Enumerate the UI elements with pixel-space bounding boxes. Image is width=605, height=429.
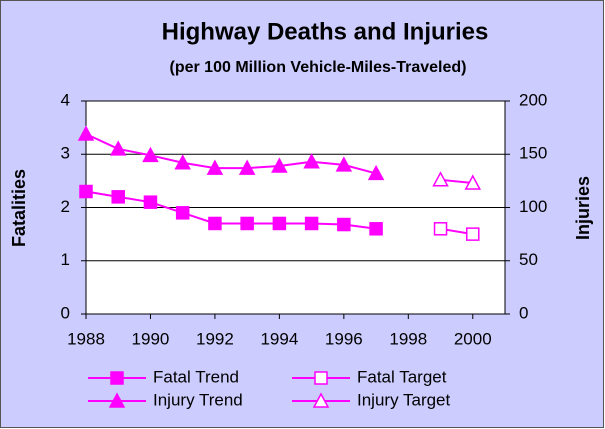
y-tick-label: 2 <box>61 197 70 216</box>
data-point <box>79 184 93 199</box>
data-point <box>208 216 222 231</box>
x-tick-label: 1998 <box>389 329 427 348</box>
data-point <box>272 216 287 231</box>
data-point <box>240 216 254 231</box>
series-line <box>85 190 377 230</box>
data-point <box>367 164 385 181</box>
data-point <box>271 157 288 173</box>
data-point <box>175 206 190 220</box>
data-point <box>142 146 159 163</box>
data-point <box>432 171 449 187</box>
series-line <box>85 133 377 175</box>
legend-label: Fatal Trend <box>153 367 239 386</box>
data-point <box>369 222 383 236</box>
x-tick-label: 1996 <box>325 329 363 348</box>
data-point <box>143 195 158 209</box>
data-point <box>303 153 320 169</box>
x-tick-label: 2000 <box>454 329 492 348</box>
y2-tick-label: 100 <box>519 197 547 216</box>
data-point <box>109 140 127 156</box>
data-point <box>174 154 191 170</box>
data-point <box>238 159 256 175</box>
legend-marker <box>314 371 328 385</box>
data-point <box>337 217 351 232</box>
data-point <box>206 159 224 175</box>
legend-marker <box>110 371 124 385</box>
legend-marker <box>108 392 126 408</box>
legend-label: Injury Target <box>357 390 451 409</box>
x-tick-label: 1990 <box>132 329 170 348</box>
x-tick-label: 1992 <box>196 329 234 348</box>
legend-marker <box>312 392 330 408</box>
legend-label: Fatal Target <box>357 367 447 386</box>
chart-title: Highway Deaths and Injuries <box>162 18 489 45</box>
data-point <box>304 216 319 231</box>
y2-tick-label: 50 <box>519 250 538 269</box>
y-axis-label: Fatalities <box>9 169 29 247</box>
x-tick-label: 1988 <box>67 329 105 348</box>
y-tick-label: 0 <box>61 303 70 322</box>
y-tick-label: 3 <box>61 144 70 163</box>
data-point <box>111 190 125 204</box>
x-tick-label: 1994 <box>260 329 298 348</box>
y-tick-label: 4 <box>61 90 70 109</box>
chart-subtitle: (per 100 Million Vehicle-Miles-Traveled) <box>170 59 467 76</box>
data-point <box>466 227 480 241</box>
legend-label: Injury Trend <box>153 390 243 409</box>
y2-tick-label: 150 <box>519 144 547 163</box>
y2-axis-label: Injuries <box>573 176 593 240</box>
data-point <box>335 156 353 172</box>
y2-tick-label: 200 <box>519 90 547 109</box>
series-line <box>440 178 473 185</box>
data-point <box>433 222 448 236</box>
y-tick-label: 1 <box>61 250 70 269</box>
data-point <box>464 174 482 190</box>
data-point <box>77 125 95 141</box>
y2-tick-label: 0 <box>519 303 528 322</box>
